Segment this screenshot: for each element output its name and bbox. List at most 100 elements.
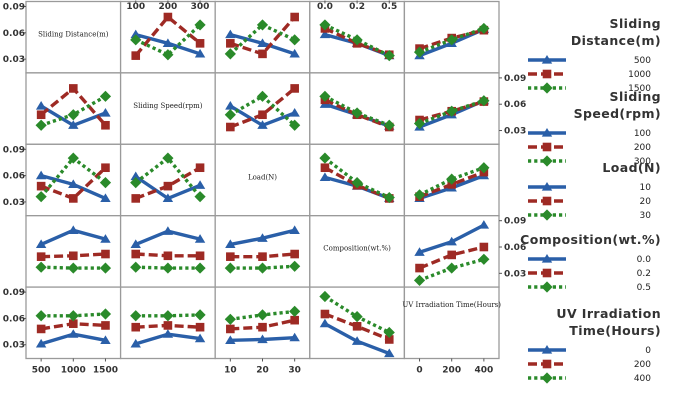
y-tick-label: 0.03: [3, 198, 25, 208]
panel-r3-c3: Composition(wt.%): [309, 215, 406, 288]
legend-title: Composition(wt.%): [520, 232, 661, 247]
series-0-point: [130, 171, 141, 181]
series-0-point: [194, 234, 206, 243]
series-1-point: [69, 319, 78, 328]
legend-swatch-marker: [542, 196, 552, 206]
series-2-point: [67, 109, 79, 121]
series-0-point: [100, 234, 111, 243]
y-tick-label: 0.09: [3, 2, 25, 12]
series-1-point: [384, 335, 394, 344]
legend-level-label: 0.0: [637, 255, 652, 265]
panel-r4-c4: UV Irradiation Time(Hours): [402, 286, 501, 360]
axis-labels: 0.030.060.090.030.060.090.030.060.090.03…: [3, 0, 526, 376]
x-tick-label-top: 0.0: [317, 2, 333, 12]
x-tick-label-bottom: 500: [32, 366, 51, 376]
series-line-1: [324, 26, 390, 57]
series-0-point: [35, 239, 47, 248]
series-0-point: [289, 225, 300, 234]
series-1-point: [258, 252, 267, 261]
panel-r4-c2: [214, 286, 311, 360]
series-0-point: [130, 239, 141, 248]
panel-frame: [119, 72, 216, 145]
series-1-point: [69, 84, 78, 93]
series-1-point: [226, 122, 235, 132]
series-0-point: [68, 225, 79, 234]
series-0-point: [162, 193, 174, 203]
x-tick-label-top: 200: [159, 2, 178, 12]
series-0-point: [68, 179, 79, 188]
legend-swatch-marker: [541, 182, 553, 191]
series-2-point: [383, 191, 395, 204]
series-0-point: [130, 29, 141, 39]
series-2-point: [224, 109, 236, 121]
panel-r1-c4: [403, 72, 500, 145]
series-2-point: [289, 260, 301, 272]
series-0-point: [35, 338, 47, 348]
series-0-point: [35, 100, 47, 110]
series-2-point: [99, 90, 112, 102]
series-1-point: [226, 324, 235, 334]
series-line-1: [324, 98, 390, 129]
series-1-point: [163, 321, 173, 330]
series-2-point: [162, 49, 174, 61]
series-2-point: [319, 19, 331, 31]
series-0-point: [194, 48, 206, 58]
panel-r4-c1: [119, 286, 216, 360]
panel-r1-c0: [25, 72, 122, 145]
series-1-point: [320, 309, 330, 319]
y-tick-label: 0.03: [504, 127, 526, 137]
legend-level-label: 0.2: [637, 269, 651, 279]
series-2-point: [413, 274, 426, 286]
series-0-point: [351, 336, 363, 345]
legend-level-label: 0: [645, 346, 651, 356]
series-2-point: [162, 310, 174, 322]
legend-title: Sliding: [610, 89, 661, 104]
series-1-point: [163, 181, 173, 191]
series-1-point: [415, 263, 424, 273]
series-2-point: [35, 191, 47, 203]
series-1-point: [290, 84, 299, 93]
panel-r0-c1: [119, 0, 216, 74]
series-line-2: [134, 23, 202, 57]
legend-title: Load(N): [602, 160, 661, 175]
series-2-point: [319, 290, 331, 303]
series-0-point: [68, 120, 79, 129]
series-0-point: [130, 338, 141, 348]
legend-swatch-marker: [542, 268, 552, 278]
series-1-point: [479, 242, 489, 252]
series-1-point: [131, 51, 141, 60]
panel-frame: [214, 143, 311, 217]
series-2-point: [35, 119, 47, 131]
series-2-point: [446, 173, 458, 185]
panel-r2-c4: [403, 143, 500, 217]
series-2-point: [224, 313, 236, 325]
series-1-point: [290, 315, 299, 325]
series-2-point: [319, 90, 331, 102]
legend-level-label: 100: [634, 129, 651, 139]
series-0-point: [68, 329, 79, 338]
panel-r0-c3: [309, 0, 406, 74]
series-0-point: [289, 107, 300, 117]
series-0-point: [225, 239, 236, 248]
series-2-point: [478, 253, 490, 265]
legend-swatch-marker: [541, 345, 553, 354]
series-2-point: [351, 177, 363, 189]
series-0-point: [257, 334, 268, 344]
panel-r1-c2: [214, 72, 311, 145]
series-2-point: [162, 152, 174, 164]
legend-title: Speed(rpm): [574, 106, 661, 121]
y-tick-label: 0.03: [504, 269, 526, 279]
series-2-point: [351, 34, 363, 46]
series-1-point: [226, 39, 235, 48]
diagonal-factor-label: UV Irradiation Time(Hours): [402, 301, 501, 309]
panel-r2-c0: [25, 143, 122, 217]
series-2-point: [130, 310, 142, 322]
series-line-2: [418, 257, 485, 282]
legend-swatch-marker: [541, 209, 553, 221]
series-1-point: [131, 249, 141, 259]
series-2-point: [478, 162, 490, 174]
x-tick-label-bottom: 0: [416, 366, 422, 376]
series-line-1: [134, 15, 202, 57]
series-line-2: [418, 26, 485, 54]
series-2-point: [130, 261, 142, 273]
